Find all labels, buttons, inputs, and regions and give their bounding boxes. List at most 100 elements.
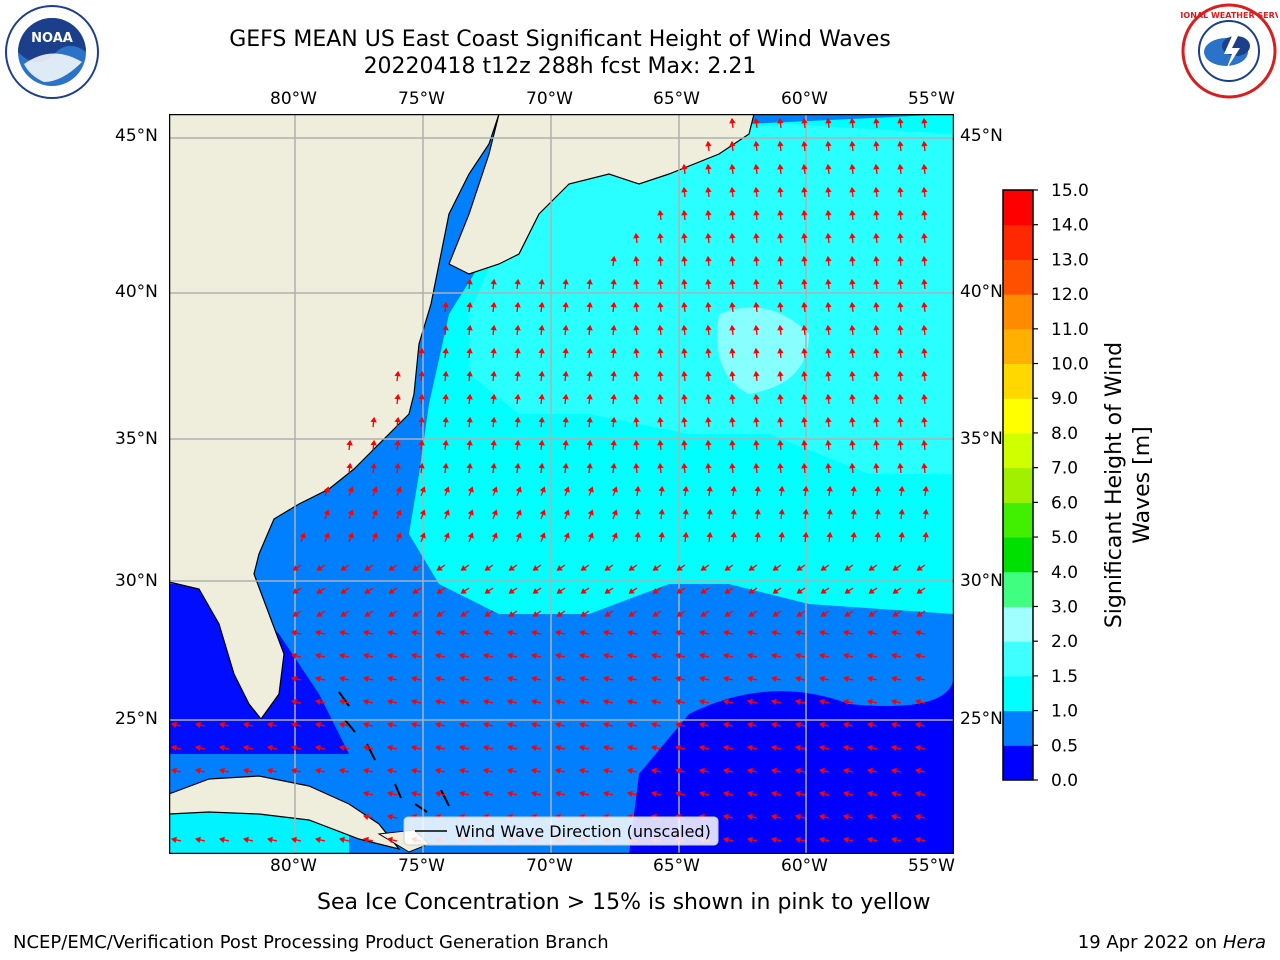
wind-wave-arrowhead — [820, 611, 827, 617]
wind-wave-arrowhead — [218, 836, 225, 844]
wind-wave-arrowhead — [657, 301, 664, 308]
wind-wave-arrowhead — [753, 255, 760, 262]
wind-wave-arrowhead — [681, 324, 688, 331]
lat-label-left: 40°N — [115, 282, 158, 302]
wind-wave-arrowhead — [538, 370, 545, 377]
wind-wave-arrowhead — [338, 744, 345, 752]
wind-wave-arrowhead — [825, 117, 832, 124]
wind-wave-arrowhead — [842, 652, 849, 660]
wind-wave-arrowhead — [801, 140, 808, 147]
wind-wave-arrowhead — [825, 393, 832, 400]
wind-wave-arrowhead — [458, 675, 465, 683]
wind-wave-arrowhead — [754, 531, 761, 538]
wind-wave-arrowhead — [633, 255, 640, 262]
lon-label-bottom: 55°W — [908, 856, 955, 876]
wind-wave-arrowhead — [371, 486, 378, 493]
wind-wave-arrowhead — [530, 652, 537, 660]
wind-wave-arrowhead — [849, 462, 856, 469]
wind-wave-arrowhead — [242, 744, 249, 752]
wind-wave-arrowhead — [777, 416, 784, 423]
wind-wave-arrowhead — [873, 370, 880, 377]
wind-wave-arrowhead — [748, 588, 755, 594]
colorbar-segment — [1003, 641, 1033, 677]
wind-wave-arrowhead — [897, 370, 904, 377]
wind-wave-arrowhead — [650, 675, 657, 683]
wind-wave-arrowhead — [729, 370, 736, 377]
wind-wave-arrowhead — [674, 675, 681, 683]
wind-wave-arrowhead — [777, 439, 784, 446]
wind-wave-arrowhead — [506, 790, 513, 798]
wind-wave-arrowhead — [586, 324, 593, 331]
wind-wave-arrowhead — [849, 163, 856, 170]
wind-wave-arrowhead — [897, 117, 904, 124]
wind-wave-arrowhead — [778, 531, 785, 538]
wind-wave-arrowhead — [746, 836, 753, 844]
wind-wave-arrowhead — [506, 767, 513, 775]
wind-wave-arrowhead — [371, 532, 378, 539]
wind-wave-arrowhead — [753, 324, 760, 331]
wind-wave-arrowhead — [563, 509, 570, 516]
wind-wave-arrowhead — [753, 416, 760, 423]
wind-wave-arrowhead — [578, 790, 585, 798]
wind-wave-arrowhead — [730, 508, 737, 515]
wind-wave-arrowhead — [921, 347, 928, 354]
wind-wave-arrowhead — [434, 721, 441, 729]
wind-wave-arrowhead — [364, 565, 371, 571]
wind-wave-arrowhead — [772, 611, 779, 617]
wind-wave-arrowhead — [818, 767, 825, 775]
wind-wave-arrowhead — [554, 744, 561, 752]
wind-wave-arrowhead — [563, 532, 570, 539]
wind-wave-arrowhead — [633, 324, 640, 331]
colorbar: 15.0 14.0 13.0 12.0 11.0 10.0 9.0 8.0 7.0 6.0 5.0 4… — [1002, 181, 1089, 790]
wind-wave-arrowhead — [458, 721, 465, 729]
wind-wave-arrowhead — [460, 565, 467, 571]
wind-wave-arrowhead — [338, 652, 345, 660]
wind-wave-arrowhead — [825, 324, 832, 331]
wind-wave-arrowhead — [633, 462, 640, 469]
wind-wave-arrowhead — [705, 140, 712, 147]
wind-wave-arrowhead — [825, 255, 832, 262]
wind-wave-arrowhead — [657, 347, 664, 354]
wind-wave-arrowhead — [753, 370, 760, 377]
colorbar-segment — [1003, 224, 1033, 260]
wind-wave-arrowhead — [794, 813, 801, 821]
wind-wave-arrowhead — [777, 393, 784, 400]
wind-wave-arrowhead — [530, 698, 537, 706]
wind-wave-arrowhead — [866, 721, 873, 729]
wind-wave-arrowhead — [314, 675, 321, 683]
wind-wave-arrowhead — [674, 790, 681, 798]
wind-wave-arrowhead — [657, 370, 664, 377]
wind-wave-arrowhead — [580, 565, 587, 571]
wind-wave-arrowhead — [418, 416, 425, 423]
wind-wave-arrowhead — [801, 393, 808, 400]
wind-wave-arrowhead — [442, 462, 449, 469]
wind-wave-arrowhead — [825, 301, 832, 308]
wind-wave-arrowhead — [587, 486, 594, 493]
wind-wave-arrowhead — [410, 652, 417, 660]
wind-wave-arrowhead — [914, 721, 921, 729]
wind-wave-arrowhead — [921, 186, 928, 193]
wind-wave-arrowhead — [458, 698, 465, 706]
lon-label-bottom: 70°W — [526, 856, 573, 876]
wind-wave-arrowhead — [482, 790, 489, 798]
wind-wave-arrowhead — [753, 439, 760, 446]
wind-wave-arrowhead — [218, 721, 225, 729]
wind-wave-arrowhead — [722, 698, 729, 706]
wind-wave-arrowhead — [818, 836, 825, 844]
wind-wave-arrowhead — [796, 611, 803, 617]
lat-label-left: 30°N — [115, 571, 158, 591]
wind-wave-arrowhead — [611, 486, 618, 493]
wind-wave-arrowhead — [602, 721, 609, 729]
wind-wave-arrowhead — [705, 393, 712, 400]
wind-wave-arrowhead — [729, 393, 736, 400]
wind-wave-arrowhead — [892, 565, 899, 571]
wind-wave-arrowhead — [610, 278, 617, 285]
footer-date: 19 Apr 2022 on — [1077, 932, 1218, 953]
wind-wave-arrowhead — [657, 462, 664, 469]
colorbar-tick-label: 2.0 — [1051, 632, 1078, 652]
colorbar-tick-label: 15.0 — [1051, 181, 1089, 201]
chart-subtitle: 20220418 t12z 288h fcst Max: 2.21 — [363, 54, 757, 79]
wind-wave-arrowhead — [801, 163, 808, 170]
lat-label-right: 40°N — [960, 282, 1003, 302]
wind-wave-arrowhead — [777, 163, 784, 170]
